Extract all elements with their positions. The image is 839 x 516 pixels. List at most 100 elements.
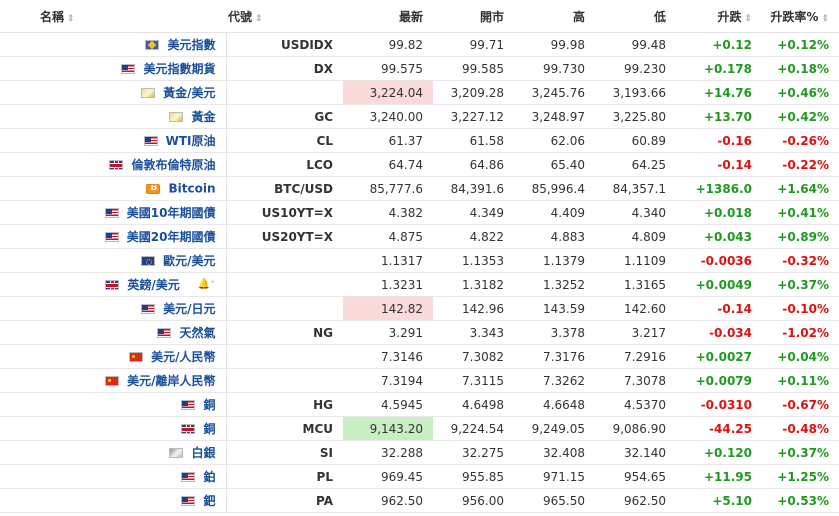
us-flag-icon [121,63,136,74]
low-cell: 3,193.66 [595,80,676,105]
instrument-name[interactable]: WTI原油 [0,128,227,153]
instrument-name[interactable]: 英鎊/美元 🔔⁺ [0,272,227,297]
instrument-name[interactable]: 銅 [0,416,227,441]
last-cell: 4.875 [343,224,433,249]
instrument-name-link[interactable]: 黃金 [191,110,216,124]
table-row[interactable]: 美國10年期國債 US10YT=X 4.382 4.349 4.409 4.340 +0.0… [0,200,839,225]
instrument-name-link[interactable]: Bitcoin [168,181,216,196]
instrument-name[interactable]: 黃金 [0,104,227,129]
instrument-name[interactable]: 天然氣 [0,320,227,345]
low-cell: 99.48 [595,32,676,57]
instrument-name-link[interactable]: 美元指數期貨 [143,62,216,76]
table-row[interactable]: 美元/日元 142.82 142.96 143.59 142.60 -0.14 -0.10% [0,296,839,321]
open-cell: 3.343 [433,320,514,345]
table-row[interactable]: 鈀 PA 962.50 956.00 965.50 962.50 +5.10 +0.53% [0,488,839,513]
instrument-name-link[interactable]: WTI原油 [165,134,216,148]
table-row[interactable]: 美元指數期貨 DX 99.575 99.585 99.730 99.230 +0.178 +0… [0,56,839,81]
low-cell: 9,086.90 [595,416,676,441]
change-cell: +11.95 [676,464,762,489]
symbol-cell: GC [226,104,343,129]
table-row[interactable]: 黃金 GC 3,240.00 3,227.12 3,248.97 3,225.80 +13.… [0,104,839,129]
instrument-name-link[interactable]: 白銀 [191,446,216,460]
instrument-name-link[interactable]: 英鎊/美元 [127,278,180,292]
table-row[interactable]: 黃金/美元 3,224.04 3,209.28 3,245.76 3,193.66 +14… [0,80,839,105]
btc-flag-icon [146,183,161,194]
instrument-name[interactable]: 白銀 [0,440,227,465]
instrument-name-link[interactable]: 美國10年期國債 [126,206,216,220]
low-cell-value: 9,086.90 [612,421,666,436]
change-pct-cell-value: +0.37% [777,445,829,460]
table-row[interactable]: 歐元/美元 1.1317 1.1353 1.1379 1.1109 -0.0036 -0.3… [0,248,839,273]
instrument-name-link[interactable]: 美元/離岸人民幣 [127,374,216,388]
instrument-name[interactable]: 歐元/美元 [0,248,227,273]
change-pct-cell-value: +0.41% [777,205,829,220]
column-header-last[interactable]: 最新 [343,0,433,33]
instrument-name-link[interactable]: 鈀 [203,494,216,508]
table-row[interactable]: WTI原油 CL 61.37 61.58 62.06 60.89 -0.16 -0.26% [0,128,839,153]
table-row[interactable]: 美元/人民幣 7.3146 7.3082 7.3176 7.2916 +0.0027 +0.… [0,344,839,369]
change-cell: +0.018 [676,200,762,225]
column-header-low[interactable]: 低 [595,0,676,33]
column-header-symbol[interactable]: 代號 ⇕ [226,0,343,33]
table-row[interactable]: 倫敦布倫特原油 LCO 64.74 64.86 65.40 64.25 -0.14 -0.22… [0,152,839,177]
column-header-change[interactable]: 升跌 ⇕ [676,0,762,33]
instrument-name-link[interactable]: 美元/日元 [163,302,216,316]
change-cell: +14.76 [676,80,762,105]
table-row[interactable]: 美國20年期國債 US20YT=X 4.875 4.822 4.883 4.809 +0.0… [0,224,839,249]
instrument-name[interactable]: 銅 [0,392,227,417]
symbol-cell-value: HG [313,397,333,412]
instrument-name[interactable]: 美元/日元 [0,296,227,321]
table-row[interactable]: 白銀 SI 32.288 32.275 32.408 32.140 +0.120 +0.37% [0,440,839,465]
instrument-name[interactable]: 美元指數期貨 [0,56,227,81]
high-cell-value: 1.3252 [543,277,585,292]
table-row[interactable]: 銅 HG 4.5945 4.6498 4.6648 4.5370 -0.0310 -0.67% [0,392,839,417]
table-row[interactable]: 鉑 PL 969.45 955.85 971.15 954.65 +11.95 +1.25% [0,464,839,489]
instrument-name-link[interactable]: 鉑 [203,470,216,484]
instrument-name[interactable]: 美元指數 [0,32,227,57]
instrument-name[interactable]: Bitcoin [0,176,227,201]
change-cell-value: +1386.0 [695,181,752,196]
instrument-name[interactable]: 美元/離岸人民幣 [0,368,227,393]
change-pct-cell: -0.48% [762,416,839,441]
table-row[interactable]: 美元指數 USDIDX 99.82 99.71 99.98 99.48 +0.12 +0.12… [0,32,839,57]
instrument-name-link[interactable]: 銅 [203,398,216,412]
table-row[interactable]: 銅 MCU 9,143.20 9,224.54 9,249.05 9,086.90 -44.… [0,416,839,441]
table-row[interactable]: 美元/離岸人民幣 7.3194 7.3115 7.3262 7.3078 +0.0079 +… [0,368,839,393]
instrument-name-link[interactable]: 銅 [203,422,216,436]
add-alert-icon[interactable]: 🔔⁺ [197,279,216,290]
instrument-name-link[interactable]: 天然氣 [179,326,216,340]
instrument-name[interactable]: 美國20年期國債 [0,224,227,249]
instrument-name[interactable]: 鉑 [0,464,227,489]
change-cell-value: -44.25 [709,421,752,436]
instrument-name[interactable]: 黃金/美元 [0,80,227,105]
change-cell: +5.10 [676,488,762,513]
low-cell-value: 64.25 [631,157,666,172]
instrument-name[interactable]: 美元/人民幣 [0,344,227,369]
column-header-open[interactable]: 開市 [433,0,514,33]
instrument-name[interactable]: 倫敦布倫特原油 [0,152,227,177]
last-cell: 962.50 [343,488,433,513]
instrument-name-link[interactable]: 美元/人民幣 [151,350,216,364]
open-cell: 84,391.6 [433,176,514,201]
open-cell-value: 32.275 [462,445,504,460]
change-pct-cell: +0.18% [762,56,839,81]
column-header-high[interactable]: 高 [514,0,595,33]
instrument-name-link[interactable]: 美元指數 [167,38,216,52]
table-row[interactable]: 天然氣 NG 3.291 3.343 3.378 3.217 -0.034 -1.02% [0,320,839,345]
table-row[interactable]: Bitcoin BTC/USD 85,777.6 84,391.6 85,996.4 84… [0,176,839,201]
instrument-name-link[interactable]: 美國20年期國債 [126,230,216,244]
instrument-name-link[interactable]: 倫敦布倫特原油 [131,158,216,172]
instrument-name[interactable]: 美國10年期國債 [0,200,227,225]
instrument-name-link[interactable]: 歐元/美元 [163,254,216,268]
table-row[interactable]: 英鎊/美元 🔔⁺ 1.3231 1.3182 1.3252 1.3165 +0.0049 +0… [0,272,839,297]
instrument-name[interactable]: 鈀 [0,488,227,513]
last-cell-value: 3,224.04 [369,85,423,100]
change-cell: -0.14 [676,152,762,177]
column-header-change-pct[interactable]: 升跌率% ⇕ [762,0,839,33]
high-cell: 1.1379 [514,248,595,273]
instrument-name-link[interactable]: 黃金/美元 [163,86,216,100]
column-header-name[interactable]: 名稱 ⇕ [0,0,226,33]
low-cell: 7.2916 [595,344,676,369]
symbol-cell-value: MCU [302,421,334,436]
